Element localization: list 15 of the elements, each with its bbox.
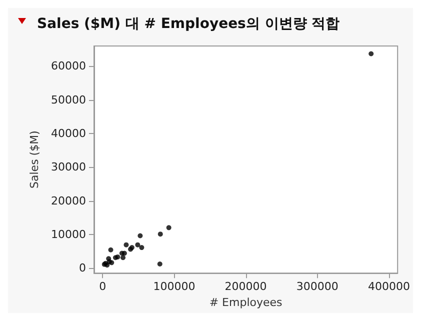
x-tick-label: 0 [99,280,106,294]
y-tick-label: 60000 [51,60,86,73]
y-axis-title: Sales ($M) [28,130,42,188]
y-tick-label: 50000 [51,93,86,106]
y-tick-label: 10000 [51,228,86,241]
x-axis-title: # Employees [209,296,283,309]
chart-title: Sales ($M) 대 # Employees의 이변량 적합 [37,16,340,32]
y-tick-label: 20000 [51,194,86,208]
y-tick-label: 0 [79,262,86,275]
x-tick-label: 300000 [296,280,338,294]
x-tick-label: 100000 [153,280,196,294]
y-tick-label: 30000 [51,160,86,174]
x-tick-label: 400000 [368,280,410,294]
y-tick-label: 40000 [51,126,86,140]
x-tick-label: 200000 [224,280,267,294]
